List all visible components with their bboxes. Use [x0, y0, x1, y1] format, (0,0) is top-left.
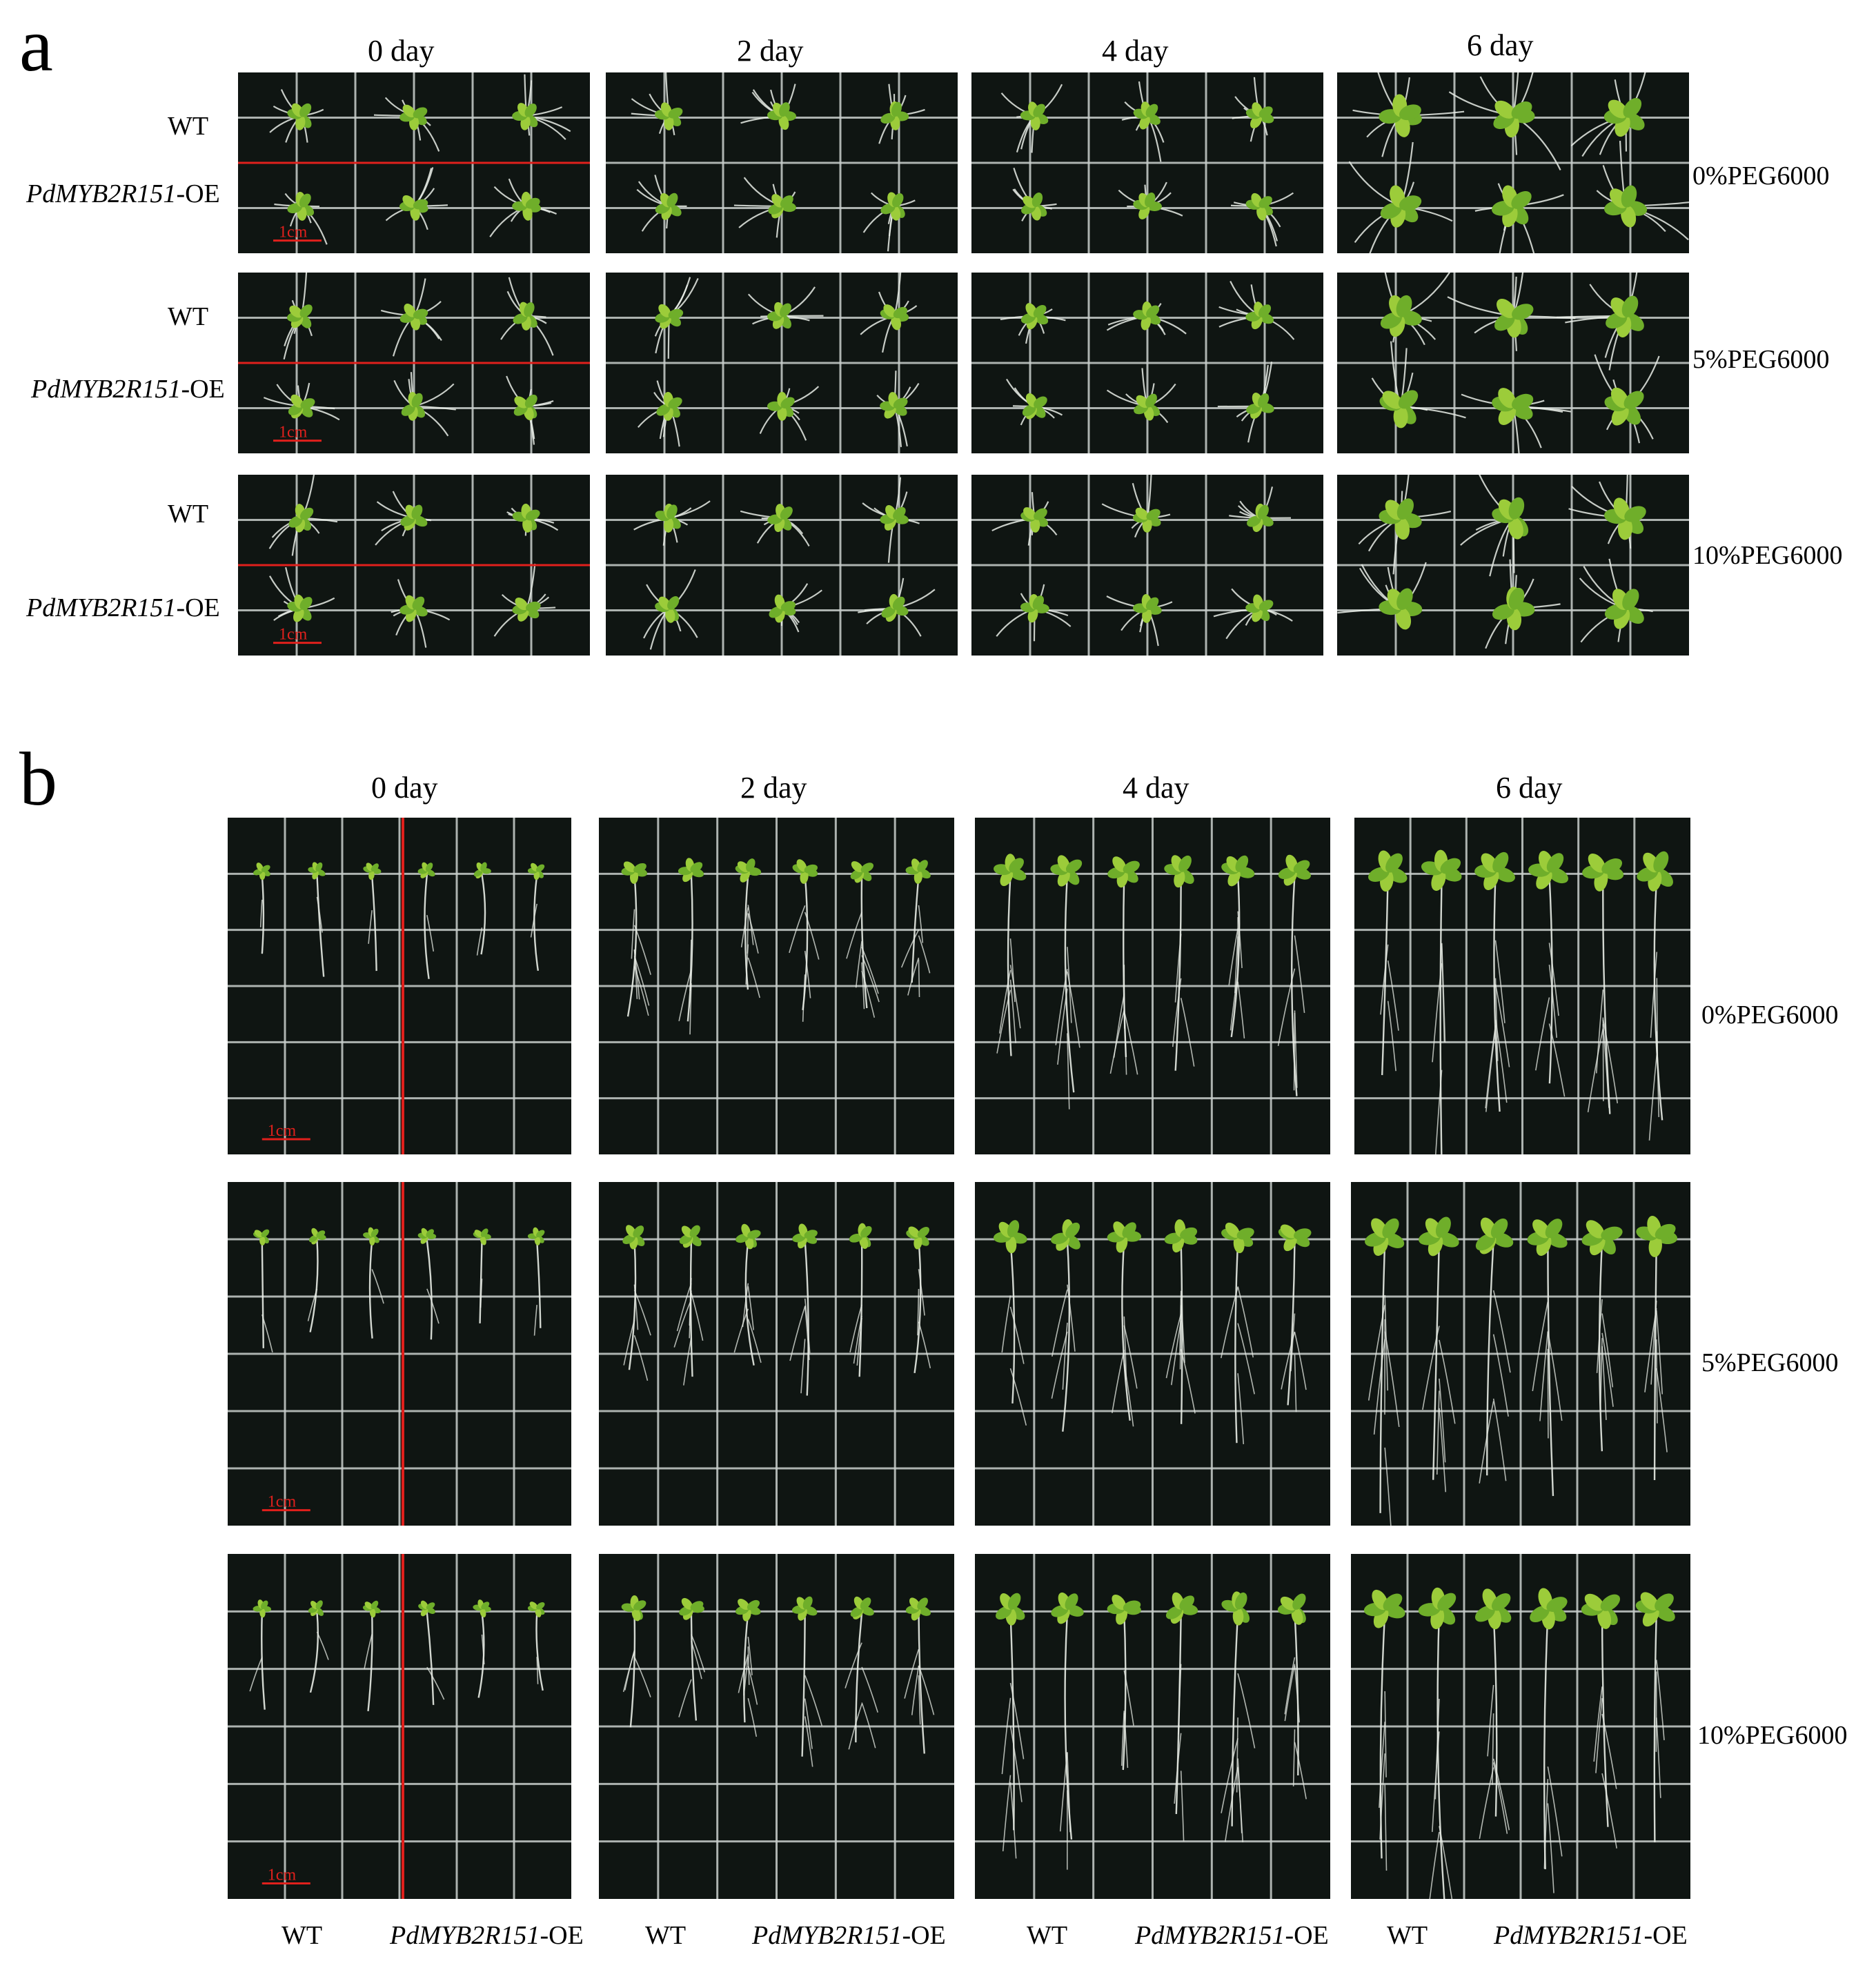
panel-a-plate-10pct-day0: 1cm [238, 475, 590, 656]
panel-b-day-2-header: 2 day [740, 771, 807, 805]
panel-b-day-6-header: 6 day [1496, 771, 1563, 805]
panel-b-plate-10pct-day2 [599, 1554, 954, 1899]
panel-b-plate-0pct-day2 [599, 818, 954, 1154]
panel-a-condition-0: 0%PEG6000 [1692, 161, 1830, 190]
panel-b-bottom-oe-0: PdMYB2R151-OE [390, 1921, 584, 1950]
panel-a-row1-oe-label: PdMYB2R151-OE [26, 179, 220, 208]
panel-a-day-2-header: 2 day [737, 34, 804, 68]
scale-bar-label: 1cm [268, 1122, 297, 1140]
panel-b-bottom-oe-6: PdMYB2R151-OE [1494, 1921, 1688, 1950]
panel-a-plate-0pct-day2 [606, 72, 958, 253]
panel-b-plate-10pct-day6 [1351, 1554, 1690, 1899]
panel-a-day-0-header: 0 day [368, 34, 435, 68]
scale-bar-label: 1cm [279, 424, 308, 442]
panel-a-condition-5: 5%PEG6000 [1692, 345, 1830, 374]
panel-a-plate-0pct-day6 [1337, 72, 1689, 253]
panel-b-plate-0pct-day0: 1cm [228, 818, 571, 1154]
panel-b-plate-10pct-day4 [975, 1554, 1330, 1899]
panel-a-condition-10: 10%PEG6000 [1692, 541, 1843, 570]
panel-a-plate-10pct-day6 [1337, 475, 1689, 656]
panel-b-plate-5pct-day2 [599, 1182, 954, 1526]
panel-a-row3-wt-label: WT [168, 500, 209, 529]
panel-b-condition-10: 10%PEG6000 [1697, 1721, 1848, 1750]
panel-b-bottom-oe-2: PdMYB2R151-OE [752, 1921, 946, 1950]
scale-bar-label: 1cm [279, 626, 308, 644]
scale-bar-label: 1cm [268, 1493, 297, 1511]
panel-b-plate-5pct-day0: 1cm [228, 1182, 571, 1526]
panel-a-plate-0pct-day0: 1cm [238, 72, 590, 253]
panel-b-plate-5pct-day4 [975, 1182, 1330, 1526]
panel-a-row3-oe-label: PdMYB2R151-OE [26, 593, 220, 622]
panel-a-plate-5pct-day2 [606, 273, 958, 453]
panel-b-bottom-oe-4: PdMYB2R151-OE [1135, 1921, 1329, 1950]
panel-b-plate-0pct-day6 [1354, 818, 1690, 1154]
panel-a-plate-0pct-day4 [971, 72, 1323, 253]
panel-a-row2-wt-label: WT [168, 302, 209, 331]
panel-a-row1-wt-label: WT [168, 112, 209, 141]
panel-b-day-4-header: 4 day [1123, 771, 1189, 805]
panel-a-day-4-header: 4 day [1102, 34, 1169, 68]
panel-a-plate-5pct-day0: 1cm [238, 273, 590, 453]
panel-b-bottom-wt-6: WT [1387, 1921, 1428, 1950]
scale-bar-label: 1cm [268, 1866, 297, 1884]
panel-b-label: b [19, 737, 57, 821]
panel-a-plate-5pct-day4 [971, 273, 1323, 453]
panel-a-plate-10pct-day2 [606, 475, 958, 656]
panel-a-label: a [19, 3, 53, 87]
panel-a-day-6-header: 6 day [1467, 28, 1534, 62]
panel-b-bottom-wt-0: WT [282, 1921, 323, 1950]
panel-b-bottom-wt-2: WT [645, 1921, 687, 1950]
panel-b-plate-10pct-day0: 1cm [228, 1554, 571, 1899]
panel-b-plate-5pct-day6 [1351, 1182, 1690, 1526]
panel-a-row2-oe-label: PdMYB2R151-OE [31, 375, 225, 404]
panel-b-condition-0: 0%PEG6000 [1701, 1001, 1839, 1030]
scale-bar-label: 1cm [279, 224, 308, 242]
panel-b-day-0-header: 0 day [371, 771, 438, 805]
panel-a-plate-5pct-day6 [1337, 273, 1689, 453]
panel-a-plate-10pct-day4 [971, 475, 1323, 656]
panel-b-bottom-wt-4: WT [1027, 1921, 1068, 1950]
panel-b-plate-0pct-day4 [975, 818, 1330, 1154]
panel-b-condition-5: 5%PEG6000 [1701, 1348, 1839, 1377]
